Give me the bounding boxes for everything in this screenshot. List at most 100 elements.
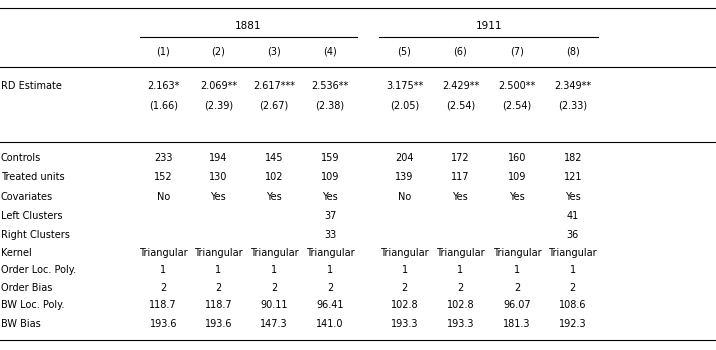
Text: RD Estimate: RD Estimate — [1, 81, 62, 91]
Text: 96.41: 96.41 — [316, 300, 344, 310]
Text: 41: 41 — [566, 211, 579, 221]
Text: (2.39): (2.39) — [204, 100, 233, 110]
Text: No: No — [398, 192, 411, 202]
Text: 2: 2 — [327, 283, 333, 293]
Text: 1: 1 — [271, 265, 277, 275]
Text: (2.54): (2.54) — [503, 100, 531, 110]
Text: 193.3: 193.3 — [391, 320, 418, 329]
Text: (2.38): (2.38) — [316, 100, 344, 110]
Text: 102: 102 — [265, 173, 284, 182]
Text: 1: 1 — [402, 265, 407, 275]
Text: 118.7: 118.7 — [150, 300, 177, 310]
Text: Order Loc. Poly.: Order Loc. Poly. — [1, 265, 76, 275]
Text: 3.175**: 3.175** — [386, 81, 423, 91]
Text: 2.349**: 2.349** — [554, 81, 591, 91]
Text: 181.3: 181.3 — [503, 320, 531, 329]
Text: 1911: 1911 — [475, 21, 502, 31]
Text: 102.8: 102.8 — [447, 300, 474, 310]
Text: 117: 117 — [451, 173, 470, 182]
Text: 2.617***: 2.617*** — [253, 81, 295, 91]
Text: 2: 2 — [458, 283, 463, 293]
Text: Yes: Yes — [266, 192, 282, 202]
Text: 192.3: 192.3 — [559, 320, 586, 329]
Text: 193.6: 193.6 — [150, 320, 177, 329]
Text: 130: 130 — [209, 173, 228, 182]
Text: Yes: Yes — [509, 192, 525, 202]
Text: 2.069**: 2.069** — [200, 81, 237, 91]
Text: 102.8: 102.8 — [391, 300, 418, 310]
Text: 193.6: 193.6 — [205, 320, 232, 329]
Text: 108.6: 108.6 — [559, 300, 586, 310]
Text: 109: 109 — [508, 173, 526, 182]
Text: Triangular: Triangular — [493, 248, 541, 258]
Text: 2: 2 — [216, 283, 221, 293]
Text: 141.0: 141.0 — [316, 320, 344, 329]
Text: 2: 2 — [271, 283, 277, 293]
Text: Right Clusters: Right Clusters — [1, 230, 69, 240]
Text: (3): (3) — [267, 47, 281, 57]
Text: (6): (6) — [453, 47, 468, 57]
Text: (2.33): (2.33) — [558, 100, 587, 110]
Text: 109: 109 — [321, 173, 339, 182]
Text: (2): (2) — [211, 47, 226, 57]
Text: Yes: Yes — [211, 192, 226, 202]
Text: 160: 160 — [508, 153, 526, 163]
Text: 139: 139 — [395, 173, 414, 182]
Text: 2.536**: 2.536** — [311, 81, 349, 91]
Text: Triangular: Triangular — [194, 248, 243, 258]
Text: 1: 1 — [458, 265, 463, 275]
Text: Yes: Yes — [453, 192, 468, 202]
Text: (1): (1) — [156, 47, 170, 57]
Text: 2.500**: 2.500** — [498, 81, 536, 91]
Text: Treated units: Treated units — [1, 173, 64, 182]
Text: BW Loc. Poly.: BW Loc. Poly. — [1, 300, 64, 310]
Text: Triangular: Triangular — [380, 248, 429, 258]
Text: BW Bias: BW Bias — [1, 320, 41, 329]
Text: Yes: Yes — [565, 192, 581, 202]
Text: 2: 2 — [402, 283, 407, 293]
Text: Triangular: Triangular — [139, 248, 188, 258]
Text: 36: 36 — [566, 230, 579, 240]
Text: 204: 204 — [395, 153, 414, 163]
Text: Triangular: Triangular — [436, 248, 485, 258]
Text: 1: 1 — [514, 265, 520, 275]
Text: 2: 2 — [514, 283, 520, 293]
Text: 2: 2 — [160, 283, 166, 293]
Text: 159: 159 — [321, 153, 339, 163]
Text: Covariates: Covariates — [1, 192, 53, 202]
Text: 194: 194 — [209, 153, 228, 163]
Text: 193.3: 193.3 — [447, 320, 474, 329]
Text: Triangular: Triangular — [250, 248, 299, 258]
Text: 1: 1 — [160, 265, 166, 275]
Text: 96.07: 96.07 — [503, 300, 531, 310]
Text: (2.05): (2.05) — [390, 100, 419, 110]
Text: 2.163*: 2.163* — [147, 81, 180, 91]
Text: 152: 152 — [154, 173, 173, 182]
Text: Kernel: Kernel — [1, 248, 32, 258]
Text: 2.429**: 2.429** — [442, 81, 479, 91]
Text: 118.7: 118.7 — [205, 300, 232, 310]
Text: (4): (4) — [323, 47, 337, 57]
Text: 182: 182 — [563, 153, 582, 163]
Text: 1881: 1881 — [235, 21, 261, 31]
Text: 121: 121 — [563, 173, 582, 182]
Text: (1.66): (1.66) — [149, 100, 178, 110]
Text: 1: 1 — [570, 265, 576, 275]
Text: 145: 145 — [265, 153, 284, 163]
Text: (5): (5) — [397, 47, 412, 57]
Text: (7): (7) — [510, 47, 524, 57]
Text: (8): (8) — [566, 47, 580, 57]
Text: Left Clusters: Left Clusters — [1, 211, 62, 221]
Text: 1: 1 — [216, 265, 221, 275]
Text: Triangular: Triangular — [306, 248, 354, 258]
Text: Triangular: Triangular — [548, 248, 597, 258]
Text: No: No — [157, 192, 170, 202]
Text: 33: 33 — [324, 230, 337, 240]
Text: 90.11: 90.11 — [261, 300, 288, 310]
Text: (2.54): (2.54) — [446, 100, 475, 110]
Text: 1: 1 — [327, 265, 333, 275]
Text: 147.3: 147.3 — [261, 320, 288, 329]
Text: 2: 2 — [570, 283, 576, 293]
Text: (2.67): (2.67) — [260, 100, 289, 110]
Text: 37: 37 — [324, 211, 337, 221]
